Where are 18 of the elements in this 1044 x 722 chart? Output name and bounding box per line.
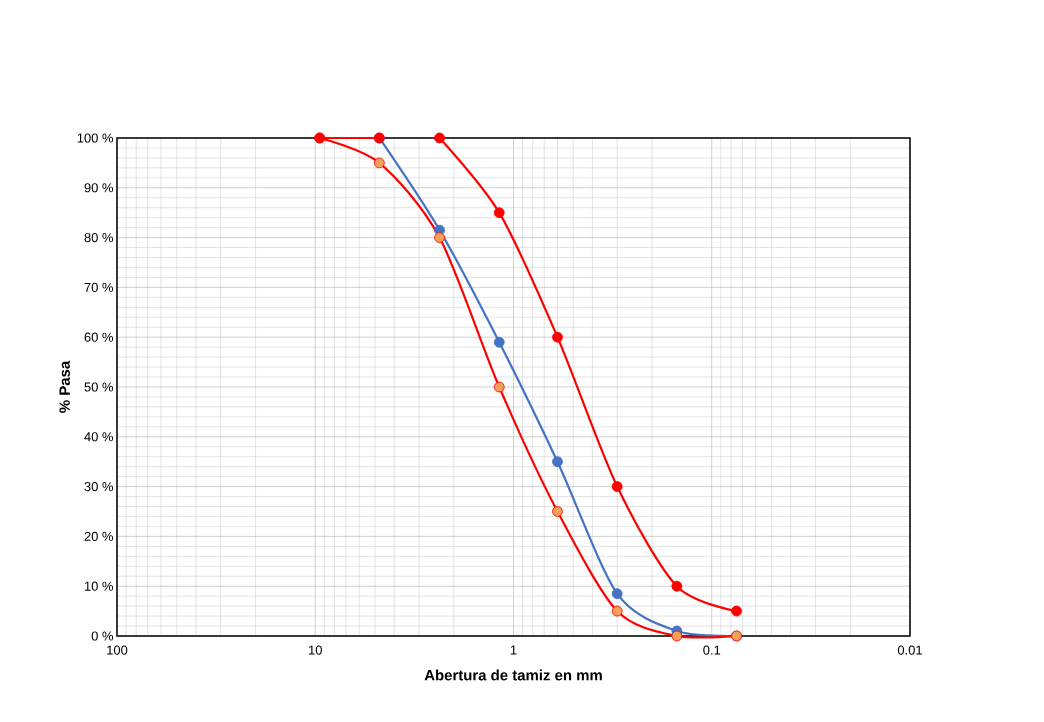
y-tick-label: 20 % [84, 531, 114, 541]
y-axis-title: % Pasa [59, 360, 70, 413]
x-tick-label: 0.01 [897, 645, 922, 655]
x-tick-label: 0.1 [703, 645, 721, 655]
y-tick-label: 0 % [91, 631, 114, 641]
y-tick-label: 10 % [84, 581, 114, 591]
y-tick-label: 30 % [84, 482, 114, 492]
x-tick-label: 1 [510, 645, 517, 655]
x-axis-title: Abertura de tamiz en mm [424, 669, 602, 681]
y-tick-label: 70 % [84, 282, 114, 292]
y-tick-label: 90 % [84, 183, 114, 193]
y-tick-label: 100 % [77, 133, 114, 143]
y-tick-label: 40 % [84, 432, 114, 442]
y-tick-label: 50 % [84, 382, 114, 392]
y-tick-label: 80 % [84, 232, 114, 243]
y-tick-label: 60 % [84, 332, 114, 342]
x-tick-label: 10 [309, 645, 322, 655]
x-tick-label: 100 [107, 645, 128, 655]
